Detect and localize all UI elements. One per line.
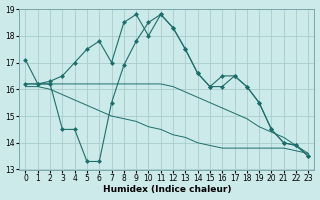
X-axis label: Humidex (Indice chaleur): Humidex (Indice chaleur) <box>103 185 231 194</box>
